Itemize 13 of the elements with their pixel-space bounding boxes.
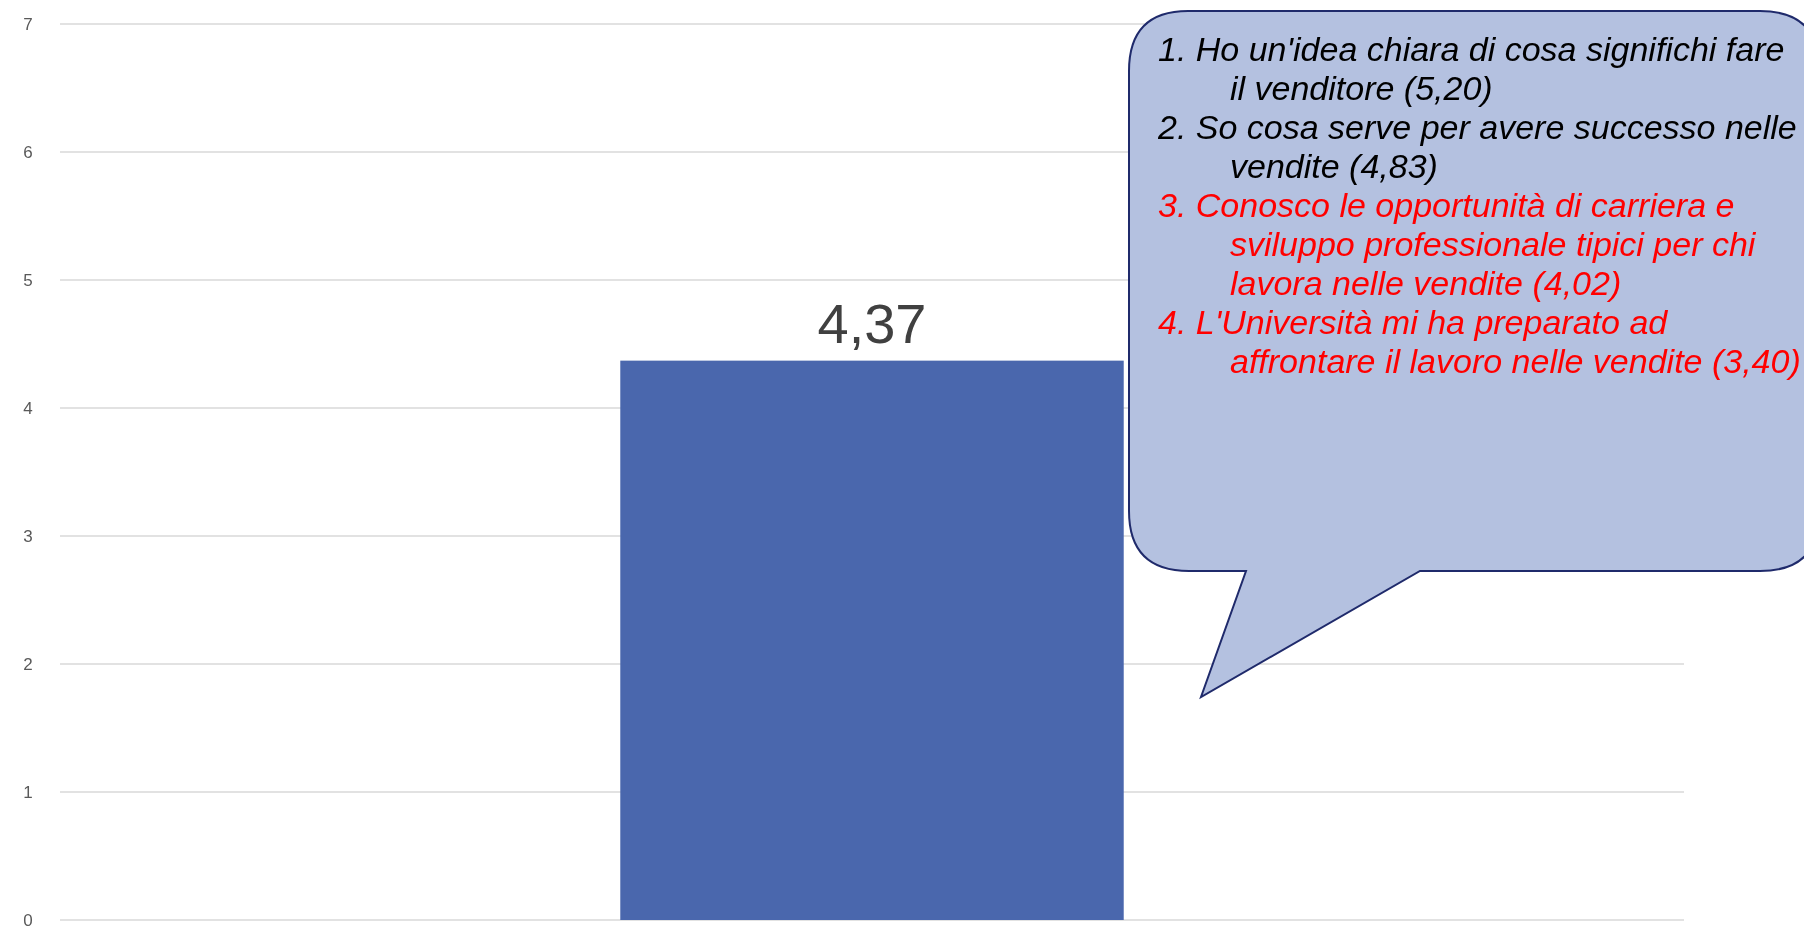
y-tick-label: 0 xyxy=(23,910,33,930)
y-tick-label: 2 xyxy=(23,654,33,674)
y-tick-label: 7 xyxy=(23,14,33,34)
y-tick-label: 6 xyxy=(23,142,33,162)
y-tick-label: 1 xyxy=(23,782,33,802)
y-tick-label: 4 xyxy=(23,398,33,418)
data-label: 4,37 xyxy=(817,291,927,355)
y-tick-label: 5 xyxy=(23,270,33,290)
annotation: 3. Conosco le opportunità di carriera e sviluppo professionale tipici per chi lavora nelle vendite (4,02) xyxy=(1158,186,1757,303)
annotation: 4. L'Università mi ha preparato ad affrontare il lavoro nelle vendite (3,40) xyxy=(1158,303,1802,381)
y-tick-label: 3 xyxy=(23,526,33,546)
annotation: 2. So cosa serve per avere successo nelle vendite (4,83) xyxy=(1158,108,1798,186)
annotation: 1. Ho un'idea chiara di cosa significhi fare il venditore (5,20) xyxy=(1158,30,1786,108)
